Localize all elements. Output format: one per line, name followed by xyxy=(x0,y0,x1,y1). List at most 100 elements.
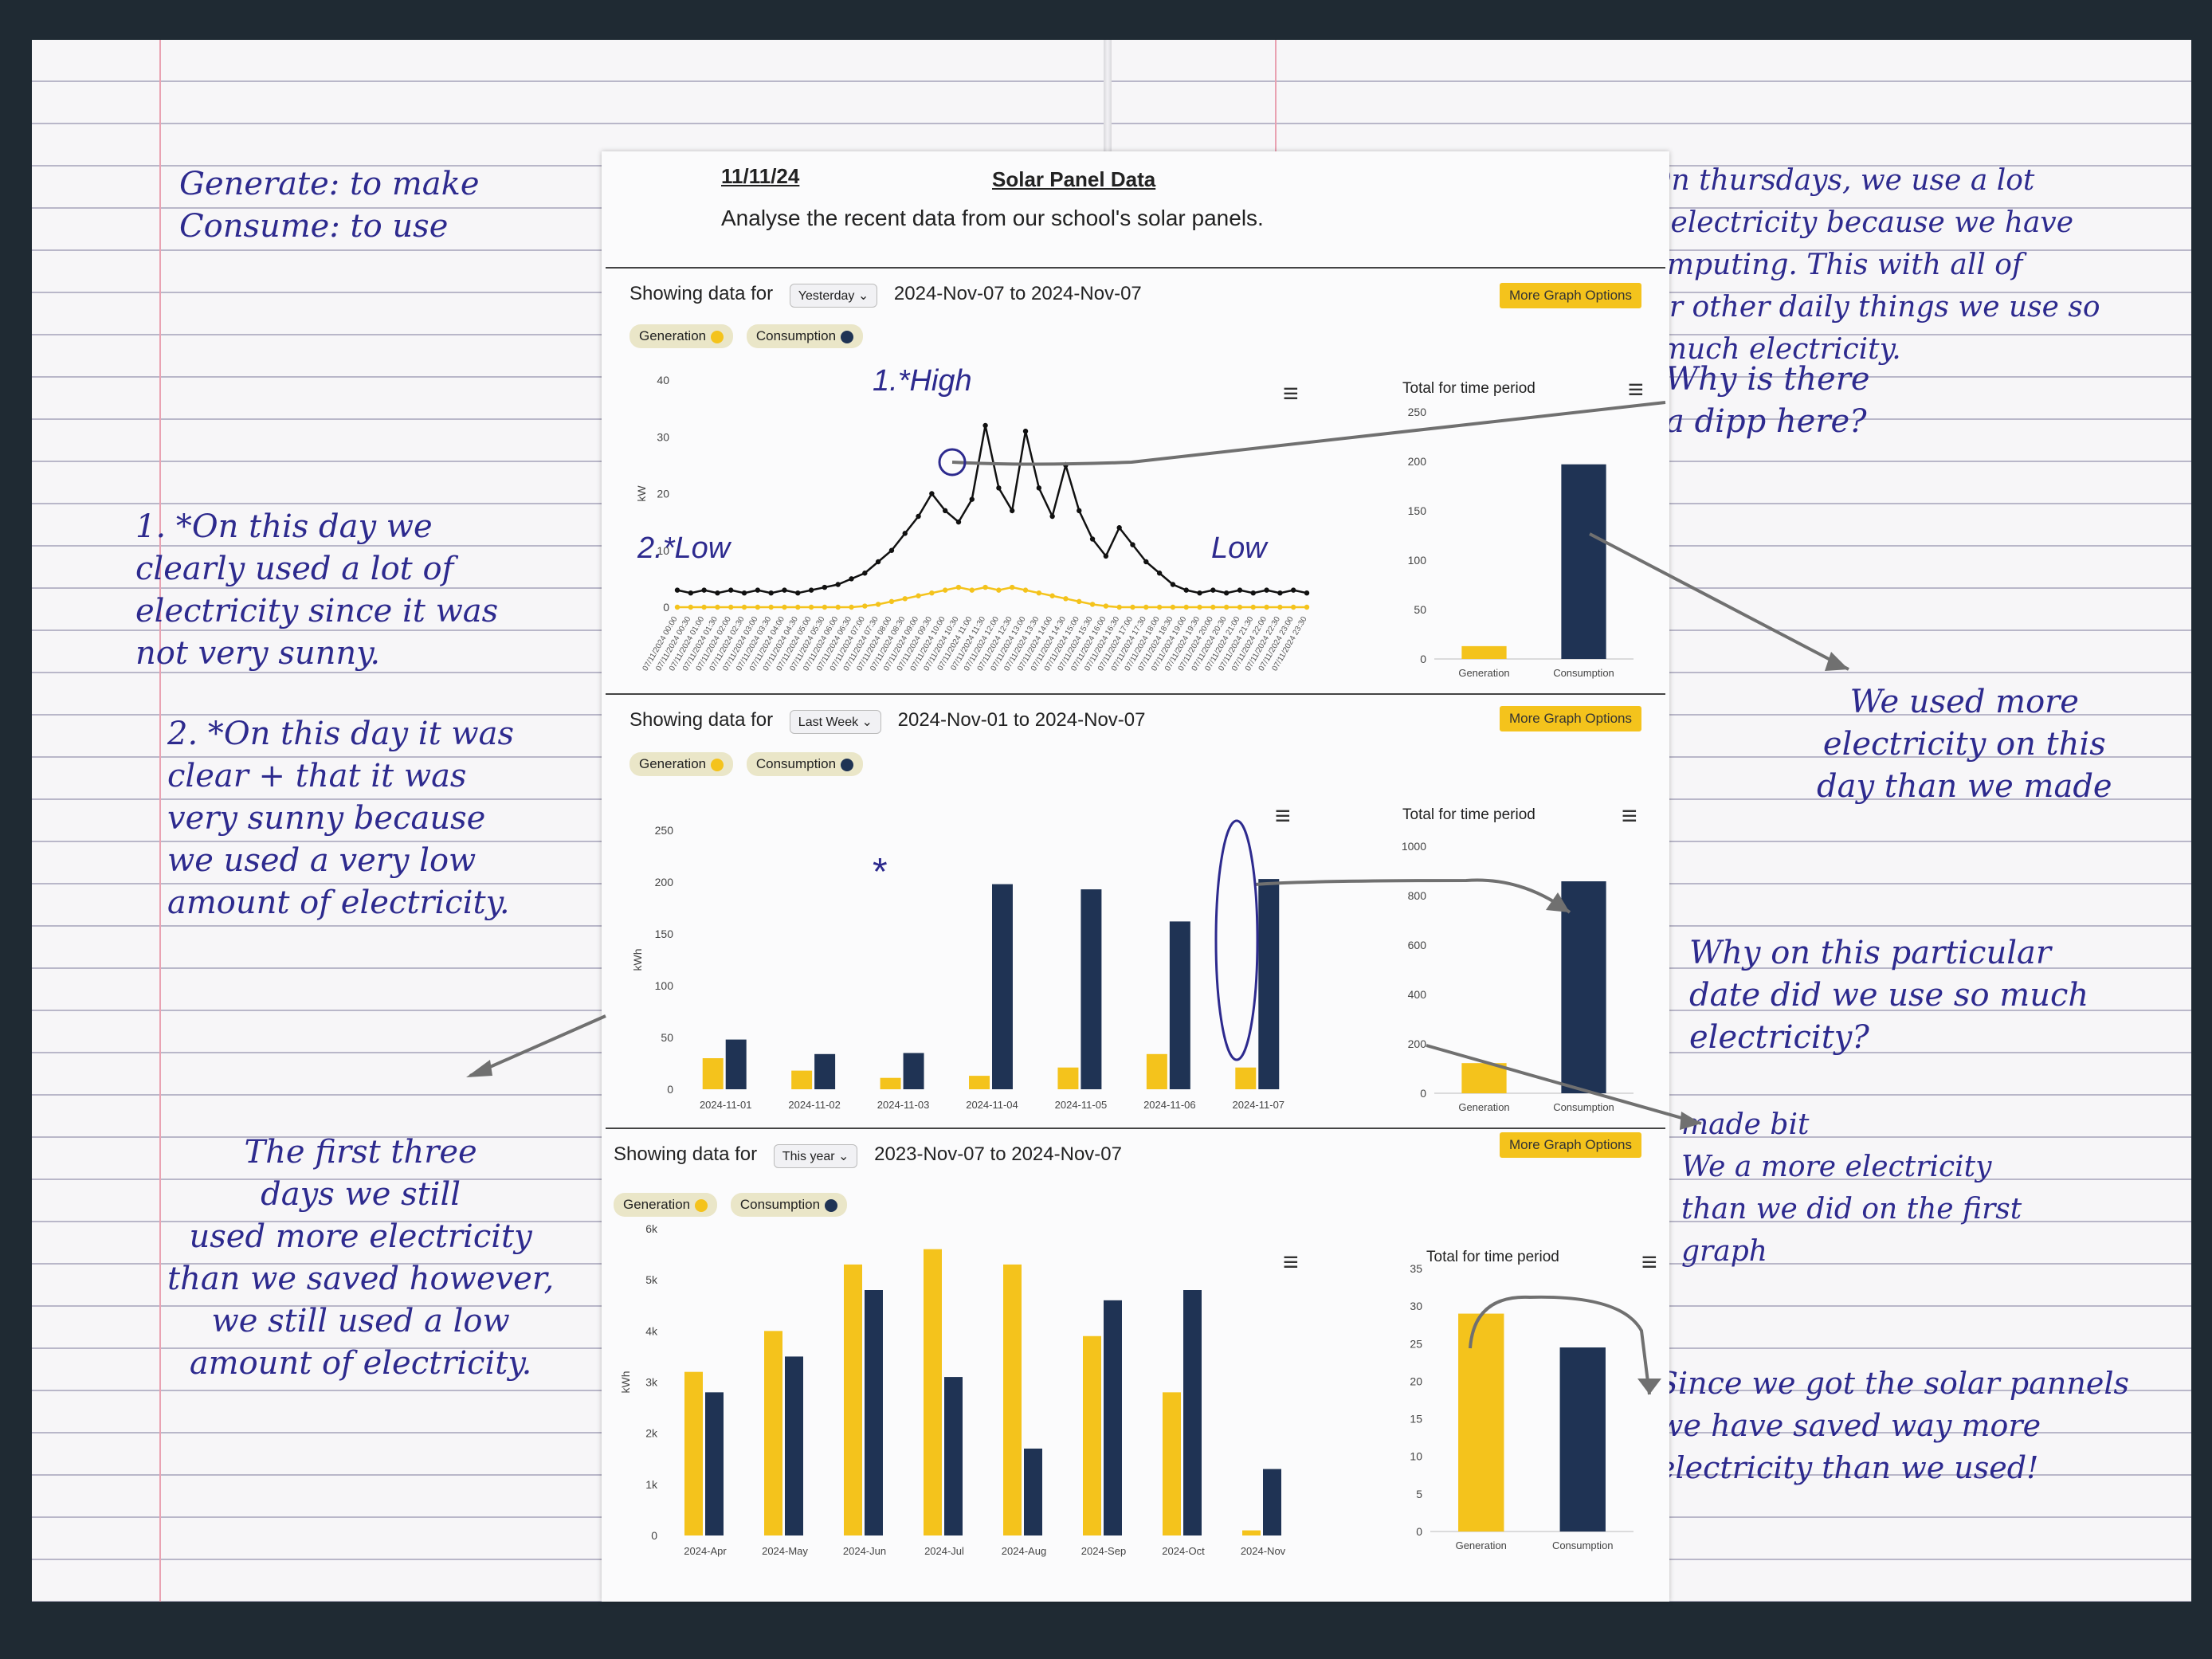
consumption-point xyxy=(808,587,814,593)
consumption-point xyxy=(942,508,948,514)
generation-point xyxy=(701,604,707,610)
legend-generation[interactable]: Generation xyxy=(629,752,734,776)
more-graph-options-button[interactable]: More Graph Options xyxy=(1499,283,1641,308)
y-tick-label: 5k xyxy=(645,1273,658,1286)
x-tick-label: 2024-11-01 xyxy=(700,1099,752,1111)
note-dip-question: Why is there a dipp here? xyxy=(1665,361,1870,440)
consumption-bar xyxy=(1258,879,1280,1089)
total-bar-consumption xyxy=(1559,1347,1606,1532)
chevron-down-icon: ⌄ xyxy=(861,716,873,729)
y-tick-label: 0 xyxy=(663,601,669,614)
consumption-point xyxy=(1223,590,1230,596)
generation-point xyxy=(1036,590,1042,596)
generation-bar xyxy=(1242,1530,1261,1535)
range-from: 2023-Nov-07 xyxy=(874,1143,985,1165)
y-axis-label: kW xyxy=(635,485,648,502)
consumption-point xyxy=(1210,587,1216,593)
y-axis-label: kWh xyxy=(631,949,644,971)
legend-generation[interactable]: Generation xyxy=(629,324,734,348)
y-tick-label: 400 xyxy=(1408,988,1427,1001)
worksheet-title: Solar Panel Data xyxy=(992,167,1156,191)
y-tick-label: 0 xyxy=(1420,653,1426,665)
legend-consumption[interactable]: Consumption xyxy=(746,324,864,348)
y-axis-label: kWh xyxy=(619,1371,632,1394)
y-tick-label: 4k xyxy=(645,1324,658,1337)
note-saved-more: Since we got the solar pannels we have s… xyxy=(1657,1366,2129,1485)
total-menu-icon[interactable]: ≡ xyxy=(1641,1247,1657,1277)
consumption-bar xyxy=(865,1290,883,1535)
y-tick-label: 50 xyxy=(661,1031,673,1044)
y-tick-label: 250 xyxy=(655,824,674,837)
consumption-point xyxy=(996,485,1002,491)
legend-consumption[interactable]: Consumption xyxy=(746,752,864,776)
consumption-point xyxy=(701,587,707,593)
legend-generation-label: Generation xyxy=(639,328,707,343)
legend: Generation Consumption xyxy=(629,324,873,348)
note-particular-date: Why on this particular date did we use s… xyxy=(1689,935,2089,1056)
chart-menu-icon[interactable]: ≡ xyxy=(1283,378,1299,409)
generation-point xyxy=(1170,604,1176,610)
consumption-bar xyxy=(1104,1300,1122,1535)
consumption-bar xyxy=(903,1053,924,1089)
consumption-point xyxy=(1290,587,1296,593)
generation-point xyxy=(888,598,895,605)
consumption-point xyxy=(862,571,868,576)
consumption-point xyxy=(1116,525,1122,531)
generation-point xyxy=(1077,598,1082,605)
more-graph-options-button[interactable]: More Graph Options xyxy=(1499,706,1641,731)
legend-generation[interactable]: Generation xyxy=(614,1193,718,1217)
panel-last-week: Showing data for Last Week ⌄ 2024-Nov-01… xyxy=(606,693,1665,1129)
y-tick-label: 20 xyxy=(657,488,669,500)
generation-point xyxy=(1143,604,1149,610)
generation-bar xyxy=(1057,1067,1079,1089)
period-select-yesterday[interactable]: Yesterday ⌄ xyxy=(789,284,878,308)
y-tick-label: 30 xyxy=(657,430,669,443)
y-tick-label: 10 xyxy=(657,544,669,557)
chart-menu-icon[interactable]: ≡ xyxy=(1275,801,1291,831)
generation-point xyxy=(1290,604,1296,610)
worksheet: 11/11/24 Solar Panel Data Analyse the re… xyxy=(602,151,1669,1602)
generation-point xyxy=(1250,604,1256,610)
total-category-label: Consumption xyxy=(1553,1101,1614,1113)
generation-point xyxy=(755,604,761,610)
total-category-label: Generation xyxy=(1458,1101,1509,1113)
left-margin-line xyxy=(159,40,161,1602)
generation-point xyxy=(741,604,747,610)
generation-point xyxy=(822,604,828,610)
consumption-point xyxy=(1156,571,1163,576)
generation-point xyxy=(782,604,787,610)
total-menu-icon[interactable]: ≡ xyxy=(1628,375,1644,405)
legend-consumption-label: Consumption xyxy=(755,756,837,771)
chart-menu-icon[interactable]: ≡ xyxy=(1283,1247,1299,1277)
x-tick-label: 2024-11-07 xyxy=(1233,1099,1285,1111)
consumption-point xyxy=(768,590,774,596)
period-select-last-week[interactable]: Last Week ⌄ xyxy=(789,710,881,734)
consumption-series-line xyxy=(677,425,1308,594)
range-to: 2024-Nov-07 xyxy=(1011,1143,1122,1165)
total-category-label: Consumption xyxy=(1553,667,1614,679)
y-tick-label: 20 xyxy=(1410,1375,1422,1387)
consumption-point xyxy=(1264,587,1269,593)
consumption-point xyxy=(1063,462,1069,469)
total-menu-icon[interactable]: ≡ xyxy=(1622,801,1637,831)
generation-point xyxy=(1237,604,1243,610)
total-title: Total for time period xyxy=(1402,806,1535,823)
more-graph-options-button[interactable]: More Graph Options xyxy=(1499,1132,1641,1158)
generation-point xyxy=(1156,604,1163,610)
period-select-this-year[interactable]: This year ⌄ xyxy=(773,1144,858,1168)
consumption-point xyxy=(1130,542,1135,547)
legend-consumption[interactable]: Consumption xyxy=(730,1193,848,1217)
generation-point xyxy=(1277,604,1283,610)
y-tick-label: 0 xyxy=(667,1083,673,1096)
consumption-point xyxy=(902,531,908,536)
period-select-value: Last Week xyxy=(798,716,859,729)
x-tick-label: 2024-Apr xyxy=(684,1545,727,1557)
generation-point xyxy=(728,604,734,610)
consumption-bar xyxy=(725,1039,747,1089)
x-tick-label: 2024-May xyxy=(762,1545,808,1557)
y-tick-label: 10 xyxy=(1410,1450,1422,1463)
generation-point xyxy=(1210,604,1216,610)
y-tick-label: 250 xyxy=(1408,406,1427,418)
x-tick-label: 2024-Jun xyxy=(843,1545,886,1557)
consumption-bar xyxy=(1081,889,1102,1089)
